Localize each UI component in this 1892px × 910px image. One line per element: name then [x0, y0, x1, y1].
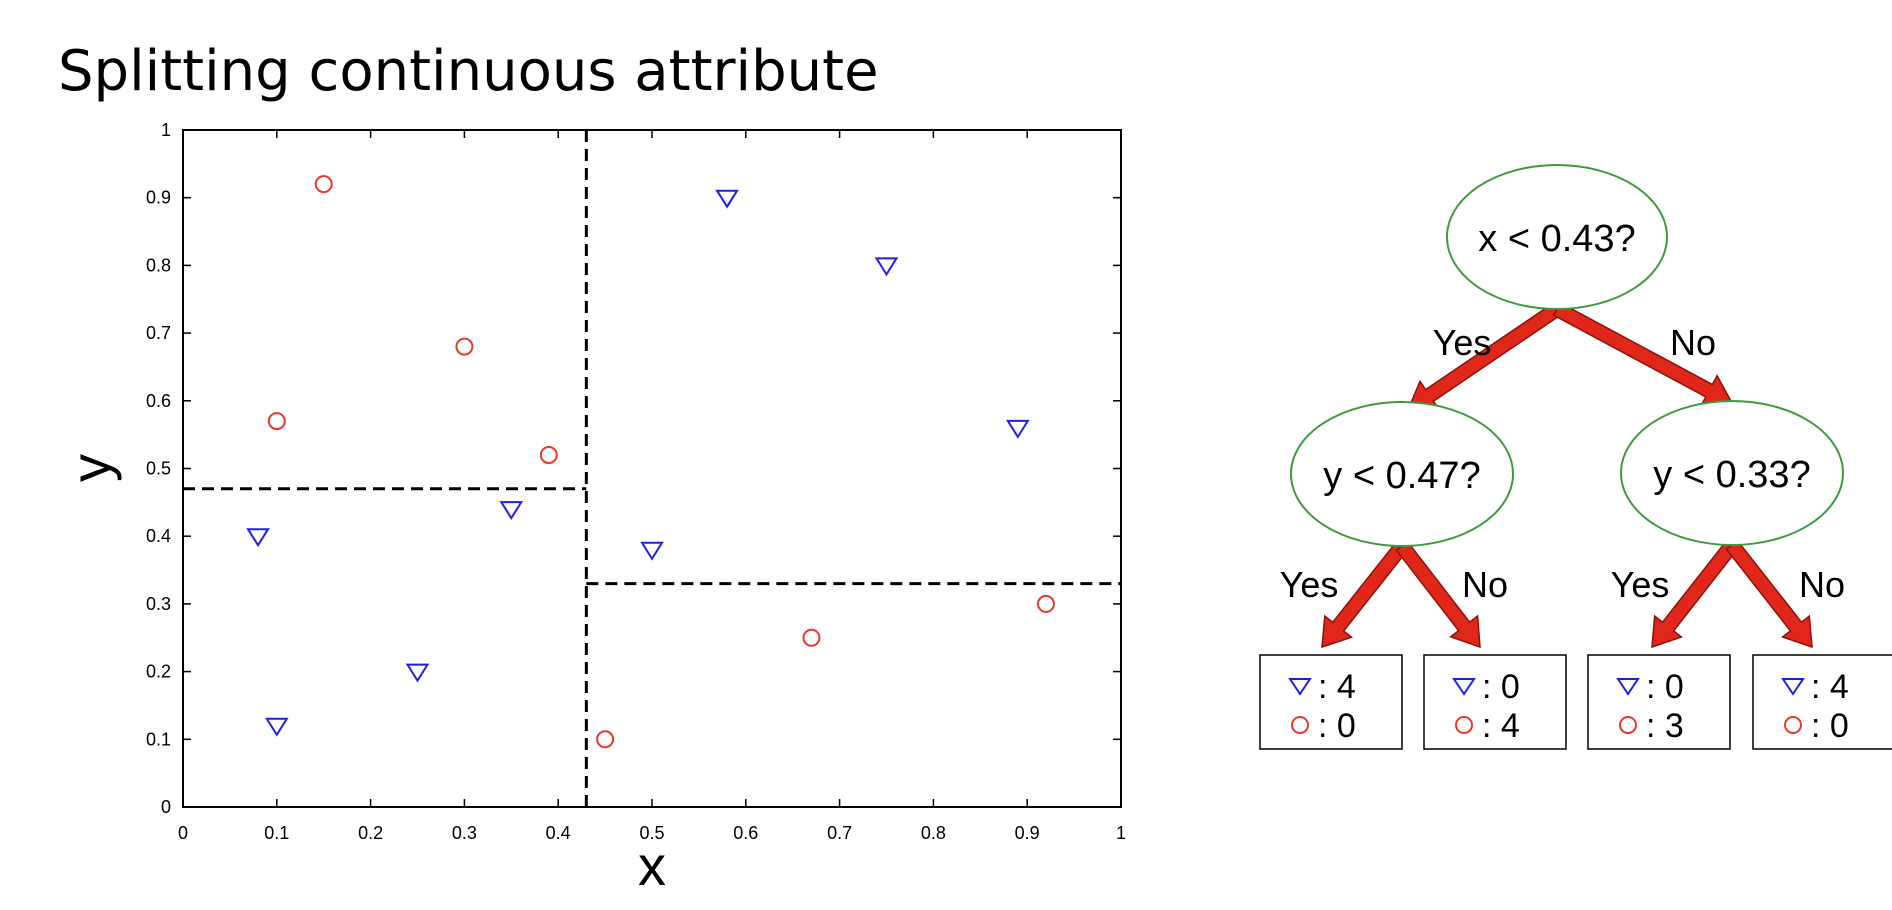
- x-tick-label: 0.8: [921, 823, 946, 843]
- x-tick-label: 0.7: [827, 823, 852, 843]
- leaf-circle-count: : 0: [1811, 707, 1849, 745]
- leaf-circle-count: : 4: [1482, 707, 1520, 745]
- triangle-point: [715, 189, 739, 209]
- left-node: [1290, 401, 1514, 547]
- right-node-label: y < 0.33?: [1653, 454, 1810, 496]
- plot-frame: [182, 129, 1122, 808]
- leaf-circle-count: : 3: [1646, 707, 1684, 745]
- leaf-node-3: : 0: 3: [1587, 654, 1731, 750]
- right-node: [1620, 400, 1844, 546]
- triangle-icon: [1288, 678, 1312, 696]
- x-tick-label: 0.5: [639, 823, 664, 843]
- circle-point: [267, 412, 286, 431]
- x-axis-label: x: [638, 834, 666, 897]
- x-tick-label: 0.4: [546, 823, 571, 843]
- triangle-point: [640, 541, 664, 561]
- decision-tree: x < 0.43? y < 0.47? y < 0.33? Yes No Yes…: [1259, 164, 1892, 750]
- leaf-circle-count: : 0: [1318, 707, 1356, 745]
- edge-label-right-yes: Yes: [1611, 564, 1670, 605]
- tree-edge-left-no: [1395, 540, 1481, 649]
- leaf-box: [1259, 654, 1403, 750]
- tree-edge-right-yes: [1651, 539, 1739, 649]
- page-title: Splitting continuous attribute: [58, 39, 879, 104]
- triangle-icon: [1781, 678, 1805, 696]
- triangle-point: [264, 717, 289, 737]
- triangle-point: [874, 257, 899, 277]
- circle-icon: [1784, 716, 1802, 734]
- y-tick-label: 0.4: [146, 526, 171, 546]
- x-tick-label: 0.6: [733, 823, 758, 843]
- leaf-node-1: : 4: 0: [1259, 654, 1403, 750]
- left-node-label: y < 0.47?: [1323, 455, 1480, 497]
- circle-point: [596, 730, 615, 749]
- leaf-node-2: : 0: 4: [1423, 654, 1567, 750]
- leaf-box: [1423, 654, 1567, 750]
- tree-edges: [1321, 301, 1813, 649]
- leaf-box: [1752, 654, 1892, 750]
- x-tick-label: 0.2: [358, 823, 383, 843]
- edge-label-left-no: No: [1462, 564, 1508, 605]
- circle-point: [314, 175, 333, 194]
- y-tick-label: 0.7: [146, 323, 171, 343]
- leaf-triangle-count: : 0: [1482, 668, 1520, 706]
- leaf-triangle-count: : 0: [1646, 668, 1684, 706]
- leaf-triangle-count: : 4: [1811, 668, 1849, 706]
- y-tick-label: 0.9: [146, 188, 171, 208]
- root-node-label: x < 0.43?: [1478, 218, 1635, 260]
- y-tick-label: 0.6: [146, 391, 171, 411]
- edge-label-root-no: No: [1670, 322, 1716, 363]
- y-tick-label: 0.5: [146, 459, 171, 479]
- x-tick-label: 0.3: [452, 823, 477, 843]
- y-tick-label: 1: [161, 120, 171, 140]
- x-tick-label: 0.1: [264, 823, 289, 843]
- tree-edge-left-yes: [1321, 540, 1409, 649]
- circle-point: [539, 445, 558, 464]
- y-axis-ticks: 0 0.1 0.2 0.3 0.4 0.5 0.6 0.7 0.8 0.9 1: [146, 120, 1121, 817]
- leaf-nodes: : 4: 0: 0: 4: 0: 3: 4: 0: [1259, 654, 1892, 750]
- split-lines: [183, 130, 1121, 807]
- y-tick-label: 0.2: [146, 662, 171, 682]
- triangle-icon: [1616, 678, 1640, 696]
- triangle-point: [1006, 419, 1030, 439]
- y-tick-label: 0: [161, 797, 171, 817]
- leaf-node-4: : 4: 0: [1752, 654, 1892, 750]
- x-tick-label: 0.9: [1015, 823, 1040, 843]
- x-axis-ticks: 0 0.1 0.2 0.3 0.4 0.5 0.6 0.7 0.8 0.9 1: [178, 130, 1126, 843]
- tree-edge-root-no: [1552, 301, 1734, 407]
- circle-point: [1036, 594, 1055, 613]
- circle-icon: [1619, 716, 1637, 734]
- circle-point: [455, 337, 474, 356]
- triangle-point: [405, 663, 430, 683]
- root-node: [1446, 164, 1668, 310]
- x-tick-label: 0: [178, 823, 188, 843]
- y-tick-label: 0.1: [146, 729, 171, 749]
- circle-point: [802, 628, 821, 647]
- data-points: [246, 175, 1055, 749]
- y-tick-label: 0.3: [146, 594, 171, 614]
- circle-icon: [1455, 716, 1473, 734]
- circle-icon: [1291, 716, 1309, 734]
- edge-label-root-yes: Yes: [1433, 322, 1492, 363]
- triangle-point: [246, 528, 270, 548]
- triangle-icon: [1452, 678, 1476, 696]
- leaf-box: [1587, 654, 1731, 750]
- y-axis-label: y: [59, 454, 122, 482]
- tree-edge-right-no: [1725, 539, 1813, 649]
- edge-label-right-no: No: [1799, 564, 1845, 605]
- triangle-point: [499, 501, 524, 521]
- x-tick-label: 1: [1116, 823, 1126, 843]
- y-tick-label: 0.8: [146, 255, 171, 275]
- edge-label-left-yes: Yes: [1280, 564, 1339, 605]
- leaf-triangle-count: : 4: [1318, 668, 1356, 706]
